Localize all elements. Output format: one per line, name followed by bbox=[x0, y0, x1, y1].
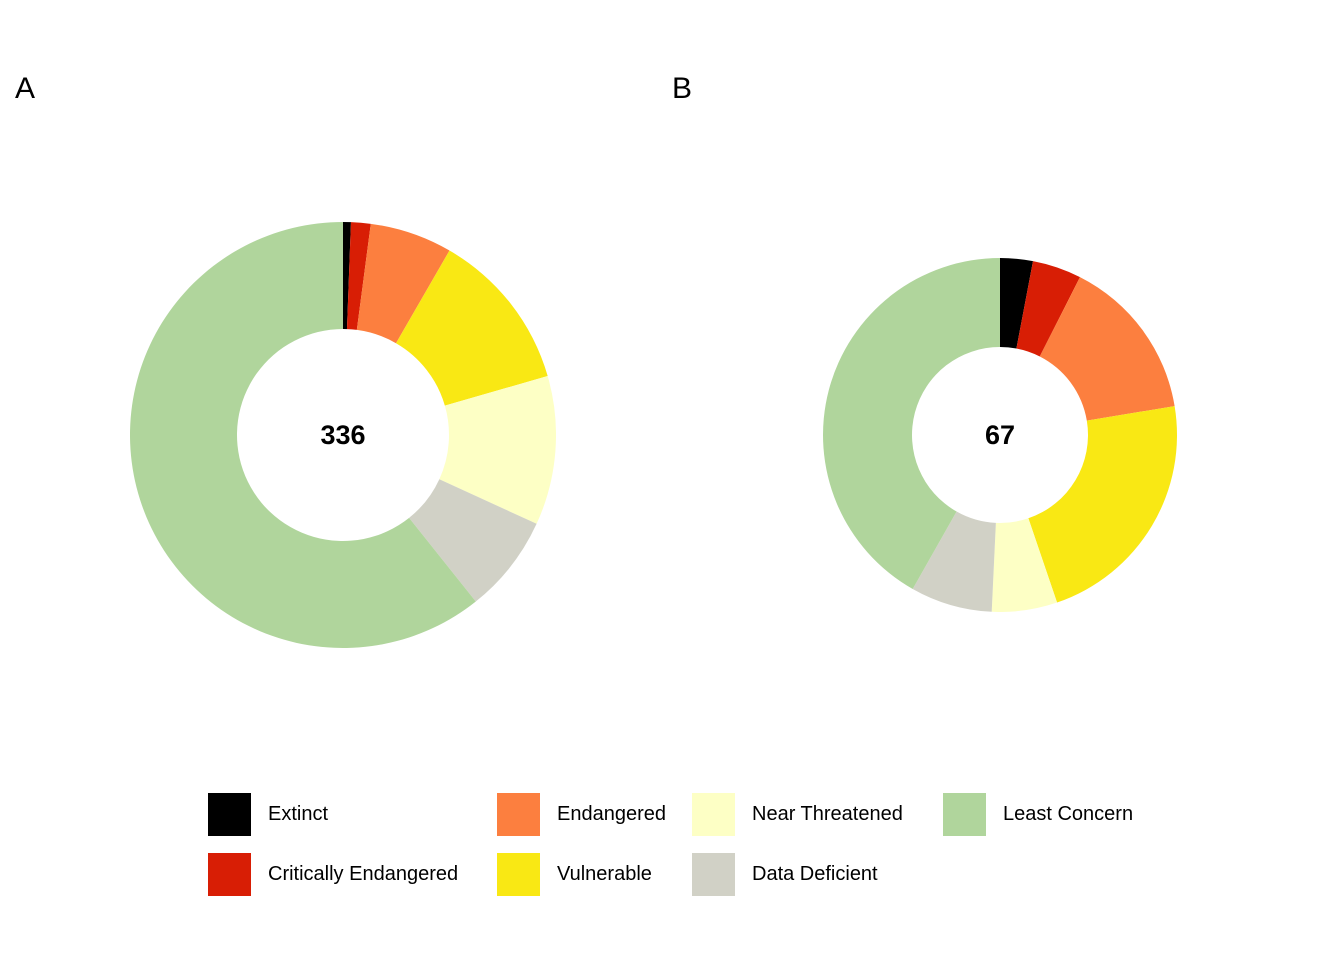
legend-column-2: Endangered Vulnerable bbox=[497, 793, 666, 896]
legend-column-3: Near Threatened Data Deficient bbox=[692, 793, 903, 896]
donut-slice-critically-endangered bbox=[346, 222, 371, 330]
donut-slice-endangered bbox=[1039, 277, 1175, 421]
legend-label-vulnerable: Vulnerable bbox=[557, 863, 652, 885]
donut-slice-near-threatened bbox=[439, 376, 556, 524]
panel-label-a: A bbox=[15, 72, 36, 105]
panel-label-b: B bbox=[672, 72, 693, 105]
legend-swatch-data-deficient bbox=[692, 853, 735, 896]
donut-slice-near-threatened bbox=[991, 518, 1058, 612]
donut-slice-vulnerable bbox=[396, 250, 548, 406]
donut-slice-data-deficient bbox=[409, 479, 537, 602]
donut-slice-endangered bbox=[356, 223, 450, 344]
legend-label-data-deficient: Data Deficient bbox=[752, 863, 878, 885]
legend-label-near-threatened: Near Threatened bbox=[752, 803, 903, 825]
legend-swatch-near-threatened bbox=[692, 793, 735, 836]
donut-slice-least-concern bbox=[130, 222, 476, 648]
donut-b-total-label: 67 bbox=[985, 420, 1015, 450]
donut-a-slices bbox=[130, 222, 556, 648]
legend-label-extinct: Extinct bbox=[268, 803, 329, 825]
donut-chart-a: 336 bbox=[130, 222, 556, 648]
legend-label-least-concern: Least Concern bbox=[1003, 803, 1134, 825]
legend-item-data-deficient: Data Deficient bbox=[692, 853, 903, 896]
legend-swatch-endangered bbox=[497, 793, 540, 836]
legend-item-vulnerable: Vulnerable bbox=[497, 853, 666, 896]
legend-swatch-vulnerable bbox=[497, 853, 540, 896]
legend-item-near-threatened: Near Threatened bbox=[692, 793, 903, 836]
legend-label-critically-endangered: Critically Endangered bbox=[268, 863, 459, 885]
donut-slice-extinct bbox=[1000, 258, 1033, 349]
legend-column-1: Extinct Critically Endangered bbox=[208, 793, 458, 896]
donut-slice-least-concern bbox=[823, 258, 1000, 589]
donut-slice-vulnerable bbox=[1028, 406, 1177, 603]
legend-item-critically-endangered: Critically Endangered bbox=[208, 853, 458, 896]
legend-swatch-critically-endangered bbox=[208, 853, 251, 896]
legend-column-4: Least Concern bbox=[943, 793, 1133, 836]
donut-slice-extinct bbox=[343, 222, 351, 330]
legend-item-least-concern: Least Concern bbox=[943, 793, 1133, 836]
legend-item-endangered: Endangered bbox=[497, 793, 666, 836]
donut-b-slices bbox=[823, 258, 1177, 612]
legend-swatch-extinct bbox=[208, 793, 251, 836]
legend-item-extinct: Extinct bbox=[208, 793, 458, 836]
donut-slice-critically-endangered bbox=[1016, 261, 1080, 357]
donut-a-total-label: 336 bbox=[320, 420, 365, 450]
legend: Extinct Critically Endangered Endangered… bbox=[0, 793, 1344, 903]
legend-swatch-least-concern bbox=[943, 793, 986, 836]
donut-slice-data-deficient bbox=[912, 511, 996, 612]
donut-chart-b: 67 bbox=[823, 258, 1177, 612]
legend-label-endangered: Endangered bbox=[557, 803, 666, 825]
